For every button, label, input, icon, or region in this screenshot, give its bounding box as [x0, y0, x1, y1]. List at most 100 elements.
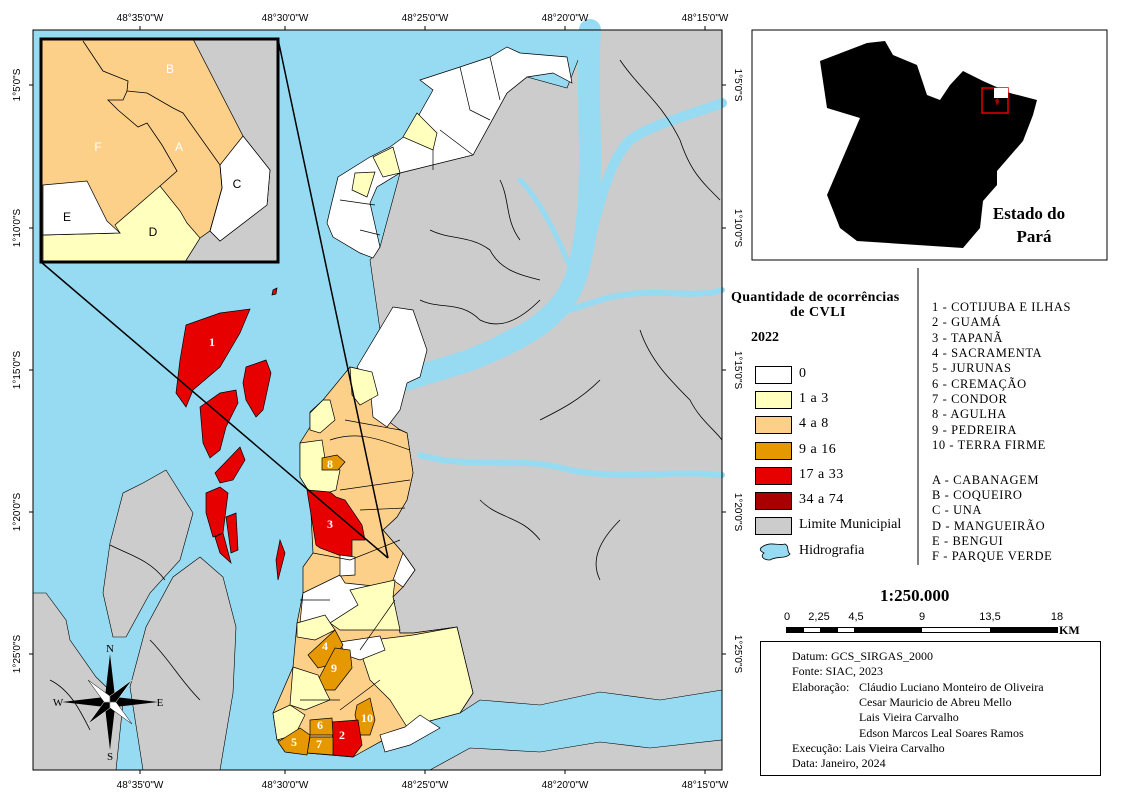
info-data: Data: Janeiro, 2024: [792, 756, 886, 770]
legend-swatch-1-3: [755, 391, 792, 409]
belem-location-marker: [995, 98, 999, 106]
inset-list-item: B - COQUEIRO: [932, 488, 1023, 502]
inset-list-item: D - MANGUEIRÃO: [932, 519, 1046, 533]
lon-label-bottom: 48°30'0"W: [262, 780, 309, 791]
graticule-labels: 48°35'0"W 48°30'0"W 48°25'0"W 48°20'0"W …: [12, 13, 743, 791]
legend-label: 4 a 8: [799, 416, 829, 431]
rivers: [394, 19, 727, 478]
scale-tick-label: 0: [783, 611, 791, 623]
compass-rose-icon: N S W E: [53, 643, 164, 763]
district-labels: 1 2 3 4 5 6 7 8 9 10: [209, 335, 373, 751]
lat-label-left: 1°20'0"S: [12, 492, 23, 531]
lat-label-left: 1°15'0"S: [12, 350, 23, 389]
legend-label: Hidrografia: [799, 543, 865, 558]
inset-connector-line: [277, 38, 389, 559]
info-execucao: Execução: Lais Vieira Carvalho: [792, 741, 945, 755]
info-fonte: Fonte: SIAC, 2023: [792, 664, 884, 678]
inset-label-b: B: [166, 62, 174, 76]
legend-label: Limite Municipial: [799, 517, 902, 532]
lon-label-bottom: 48°35'0"W: [117, 780, 164, 791]
district-list-item: 1 - COTIJUBA E ILHAS: [932, 300, 1072, 314]
scale-ratio: 1:250.000: [880, 586, 950, 605]
info-author: Edson Marcos Leal Soares Ramos: [859, 726, 1024, 740]
scale-tick-label: 9: [918, 611, 926, 623]
district-label-1: 1: [209, 335, 215, 349]
lat-label-left: 1°25'0"S: [12, 634, 23, 673]
district-3-shape: [306, 489, 366, 561]
lon-label-top: 48°15'0"W: [682, 13, 729, 24]
district-10-shape: [354, 697, 376, 736]
legend-label: 34 a 74: [799, 492, 844, 507]
inset-label-e: E: [63, 210, 71, 224]
district-5-shape: [277, 727, 311, 756]
inset-connector-line: [40, 261, 389, 559]
info-elaboracao-label: Elaboração:: [792, 680, 850, 694]
lon-label-bottom: 48°20'0"W: [542, 780, 589, 791]
lat-label-right: 1°20'0"S: [732, 493, 743, 532]
inset-label-d: D: [149, 225, 158, 239]
lon-label-bottom: 48°15'0"W: [682, 780, 729, 791]
legend-year: 2022: [751, 330, 779, 345]
hydrography-icon: [759, 543, 791, 561]
northern-islands: [326, 46, 573, 259]
legend-swatch-9-16: [755, 442, 792, 460]
lat-label-left: 1°10'0"S: [12, 208, 23, 247]
info-author: Cesar Mauricio de Abreu Mello: [859, 695, 1012, 709]
legend-label: 0: [799, 366, 807, 381]
lon-label-top: 48°35'0"W: [117, 13, 164, 24]
compass-n: N: [106, 643, 114, 655]
lat-label-left: 1°5'0"S: [12, 68, 23, 101]
legend-title: Quantidade de ocorrências: [731, 290, 900, 305]
legend-label: 9 a 16: [799, 442, 837, 457]
legend-swatch-limite: [755, 517, 792, 535]
info-datum: Datum: GCS_SIRGAS_2000: [792, 649, 934, 663]
district-label-9: 9: [331, 661, 337, 675]
lon-label-bottom: 48°25'0"W: [402, 780, 449, 791]
district-list-item: 4 - SACRAMENTA: [932, 346, 1043, 360]
district-list-item: 10 - TERRA FIRME: [932, 438, 1046, 452]
main-map: 1 2 3 4 5 6 7 8 9 10 N S W: [32, 19, 727, 771]
legend-swatch-4-8: [755, 416, 792, 434]
lon-label-top: 48°20'0"W: [542, 13, 589, 24]
legend-swatch-0: [755, 366, 792, 384]
info-author: Cláudio Luciano Monteiro de Oliveira: [859, 680, 1044, 694]
map-info-box: Datum: GCS_SIRGAS_2000 Fonte: SIAC, 2023…: [760, 641, 1101, 776]
legend-swatch-34-74: [755, 492, 792, 510]
lat-label-right: 1°25'0"S: [732, 635, 743, 674]
district-list-item: 8 - AGULHA: [932, 407, 1007, 421]
district-list-item: 2 - GUAMÁ: [932, 315, 1002, 329]
scale-tick-label: 18: [1050, 611, 1064, 623]
compass-s: S: [107, 751, 113, 763]
legend-label: 1 a 3: [799, 391, 829, 406]
legend-title: de CVLI: [790, 305, 847, 320]
lon-label-top: 48°30'0"W: [262, 13, 309, 24]
district-list-item: 9 - PEDREIRA: [932, 423, 1017, 437]
lat-label-right: 1°10'0"S: [732, 209, 743, 248]
district-6-shape: [309, 717, 334, 736]
district-2-shape: [331, 719, 363, 758]
district-8-shape: [321, 454, 346, 471]
district-label-2: 2: [339, 728, 345, 742]
map-frame: [32, 29, 723, 771]
info-author: Lais Vieira Carvalho: [859, 710, 959, 724]
scale-tick-label: 4,5: [848, 611, 864, 623]
locator-title: Estado do: [993, 204, 1065, 223]
scale-tick-label: 13,5: [979, 611, 1001, 623]
inset-label-c: C: [233, 177, 242, 191]
district-label-4: 4: [322, 639, 328, 653]
peninsula-1: [102, 469, 194, 638]
district-label-6: 6: [317, 718, 323, 732]
graticule-ticks: [29, 26, 726, 774]
scale-bar: [786, 627, 1058, 633]
compass-w: W: [53, 697, 64, 709]
district-label-5: 5: [291, 735, 297, 749]
scale-tick-label: 2,25: [808, 611, 830, 623]
locator-map: Estado do Pará: [751, 29, 1108, 261]
locator-title: Pará: [1017, 227, 1052, 246]
inset-label-f: F: [94, 140, 101, 154]
lat-label-right: 1°5'0"S: [732, 69, 743, 102]
lon-label-top: 48°25'0"W: [402, 13, 449, 24]
inset-map: A B C D E F: [39, 37, 280, 264]
compass-e: E: [157, 697, 164, 709]
